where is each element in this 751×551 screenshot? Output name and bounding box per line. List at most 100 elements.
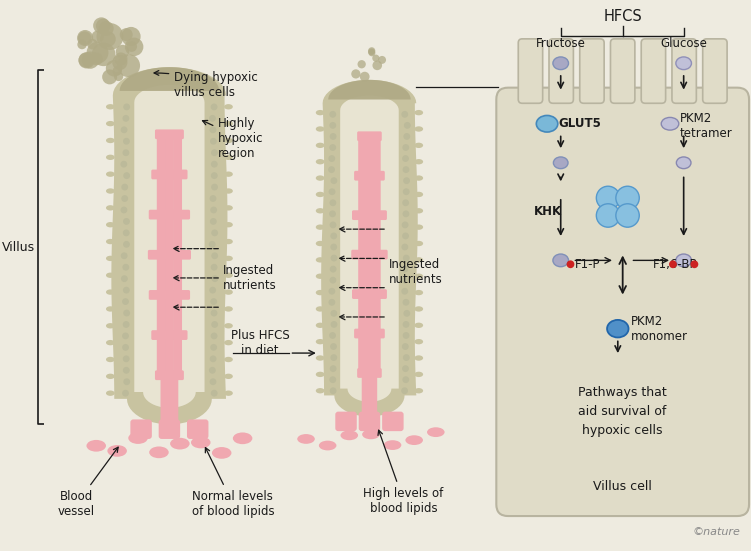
- Circle shape: [351, 69, 360, 79]
- FancyBboxPatch shape: [131, 419, 152, 439]
- FancyBboxPatch shape: [358, 175, 367, 216]
- Circle shape: [360, 72, 369, 82]
- Circle shape: [122, 149, 129, 156]
- FancyBboxPatch shape: [173, 334, 182, 376]
- Polygon shape: [119, 67, 219, 91]
- Ellipse shape: [315, 273, 324, 279]
- Ellipse shape: [362, 429, 380, 439]
- Circle shape: [330, 310, 337, 317]
- Circle shape: [330, 255, 337, 262]
- Circle shape: [403, 354, 410, 361]
- Circle shape: [616, 186, 639, 209]
- FancyBboxPatch shape: [703, 39, 727, 103]
- Text: High levels of
blood lipids: High levels of blood lipids: [363, 430, 444, 515]
- FancyBboxPatch shape: [365, 175, 374, 216]
- Circle shape: [123, 287, 130, 294]
- Circle shape: [403, 177, 410, 184]
- FancyBboxPatch shape: [157, 214, 165, 256]
- Circle shape: [121, 276, 128, 282]
- Circle shape: [372, 55, 379, 62]
- Circle shape: [122, 195, 128, 202]
- FancyBboxPatch shape: [372, 253, 381, 295]
- Circle shape: [402, 222, 409, 228]
- Circle shape: [119, 28, 133, 41]
- Ellipse shape: [676, 254, 692, 267]
- Text: Normal levels
of blood lipids: Normal levels of blood lipids: [192, 447, 274, 518]
- FancyBboxPatch shape: [365, 253, 374, 295]
- Circle shape: [116, 45, 129, 58]
- Ellipse shape: [106, 222, 115, 228]
- Circle shape: [87, 39, 98, 50]
- Ellipse shape: [415, 257, 423, 263]
- Text: KHK: KHK: [533, 205, 562, 218]
- Ellipse shape: [149, 446, 169, 458]
- Circle shape: [125, 37, 143, 56]
- Circle shape: [122, 390, 129, 397]
- Ellipse shape: [315, 355, 324, 361]
- Ellipse shape: [319, 441, 336, 450]
- Polygon shape: [328, 80, 411, 100]
- Circle shape: [616, 204, 639, 227]
- Ellipse shape: [415, 241, 423, 246]
- Ellipse shape: [224, 391, 233, 396]
- Circle shape: [401, 387, 408, 394]
- FancyBboxPatch shape: [173, 174, 182, 215]
- Ellipse shape: [106, 306, 115, 312]
- Circle shape: [126, 41, 137, 52]
- Circle shape: [328, 166, 335, 173]
- Circle shape: [329, 210, 336, 217]
- Circle shape: [403, 199, 409, 206]
- Circle shape: [330, 222, 336, 228]
- Ellipse shape: [406, 435, 423, 445]
- Circle shape: [121, 126, 128, 133]
- Circle shape: [369, 49, 376, 56]
- Circle shape: [330, 387, 336, 394]
- Ellipse shape: [415, 126, 423, 132]
- FancyBboxPatch shape: [611, 39, 635, 103]
- FancyBboxPatch shape: [358, 214, 367, 256]
- Circle shape: [210, 310, 218, 316]
- Polygon shape: [111, 67, 228, 424]
- FancyBboxPatch shape: [351, 250, 388, 260]
- Circle shape: [211, 390, 218, 397]
- Circle shape: [328, 299, 335, 306]
- Circle shape: [403, 210, 409, 217]
- Circle shape: [403, 332, 409, 339]
- Circle shape: [93, 17, 110, 34]
- Circle shape: [330, 365, 336, 372]
- Circle shape: [357, 60, 366, 68]
- Circle shape: [402, 155, 409, 162]
- Circle shape: [372, 61, 382, 70]
- FancyBboxPatch shape: [157, 334, 165, 376]
- Ellipse shape: [128, 432, 148, 444]
- Ellipse shape: [106, 171, 115, 177]
- Circle shape: [210, 344, 217, 351]
- Ellipse shape: [224, 323, 233, 328]
- FancyBboxPatch shape: [549, 39, 574, 103]
- Circle shape: [209, 367, 216, 374]
- Circle shape: [86, 42, 108, 63]
- Circle shape: [122, 27, 140, 46]
- Text: PKM2
tetramer: PKM2 tetramer: [680, 112, 732, 140]
- Ellipse shape: [415, 175, 423, 181]
- Circle shape: [209, 115, 216, 122]
- Circle shape: [210, 287, 216, 294]
- Circle shape: [100, 31, 116, 47]
- Circle shape: [120, 207, 128, 213]
- Text: GLUT5: GLUT5: [559, 117, 602, 130]
- Ellipse shape: [106, 374, 115, 379]
- FancyBboxPatch shape: [155, 129, 184, 139]
- Circle shape: [117, 54, 140, 77]
- FancyBboxPatch shape: [518, 39, 543, 103]
- Ellipse shape: [224, 104, 233, 110]
- Ellipse shape: [315, 126, 324, 132]
- Circle shape: [210, 126, 216, 133]
- Circle shape: [330, 111, 336, 118]
- Circle shape: [330, 177, 337, 184]
- Ellipse shape: [607, 320, 629, 337]
- Circle shape: [123, 379, 130, 385]
- Circle shape: [211, 264, 218, 271]
- Circle shape: [210, 379, 216, 385]
- Text: HFCS: HFCS: [603, 9, 642, 24]
- Ellipse shape: [224, 188, 233, 194]
